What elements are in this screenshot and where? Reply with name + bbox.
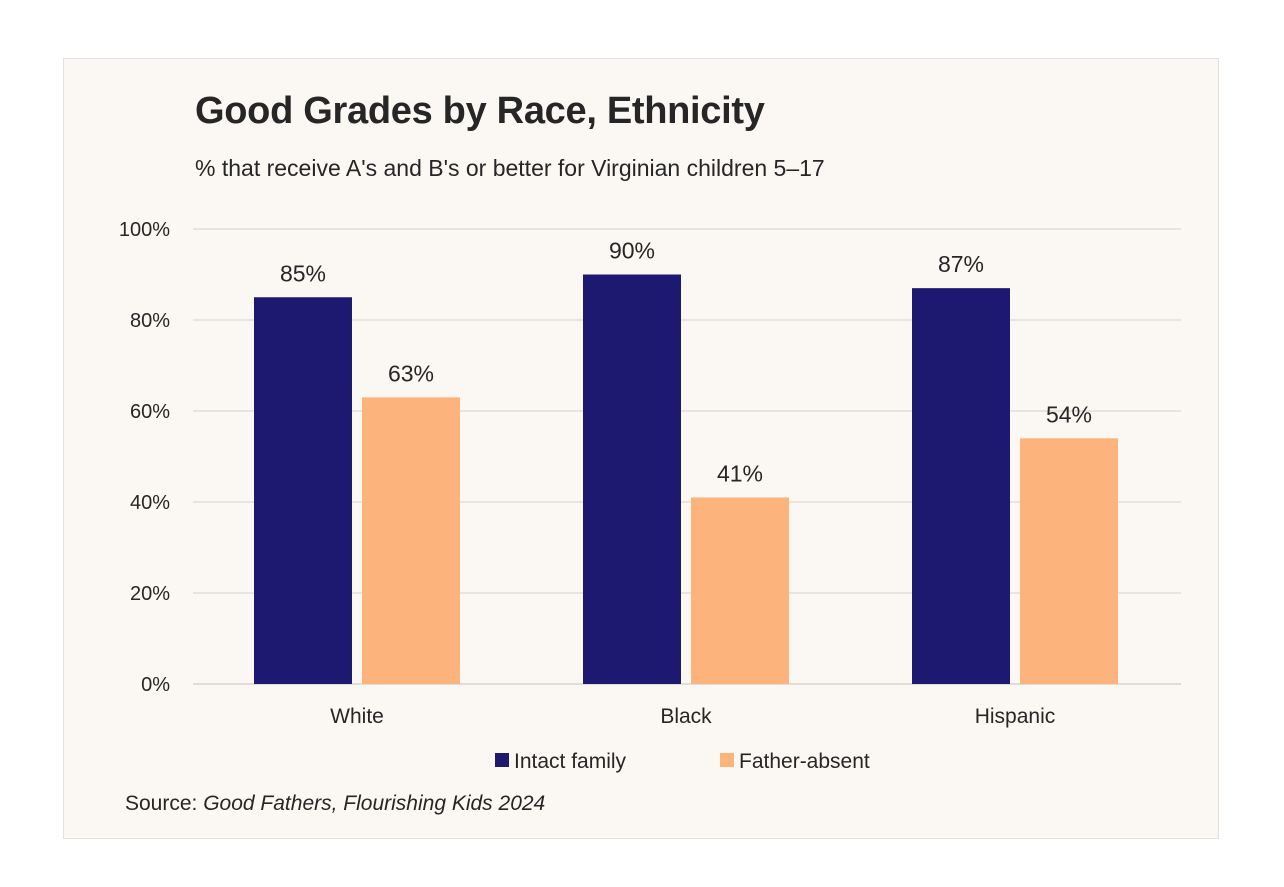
bar-intact-family-hispanic (912, 288, 1010, 684)
bar-intact-family-white (254, 297, 352, 684)
y-tick-label: 80% (130, 310, 170, 332)
y-tick-label: 60% (130, 401, 170, 423)
y-tick-label: 20% (130, 583, 170, 605)
x-tick-label: Black (660, 705, 712, 728)
bar-father-absent-black (691, 497, 789, 684)
legend-swatch-intact-family (495, 753, 509, 767)
x-tick-label: White (330, 705, 384, 728)
bar-father-absent-white (362, 397, 460, 684)
chart-title: Good Grades by Race, Ethnicity (195, 90, 765, 132)
x-tick-label: Hispanic (975, 705, 1056, 728)
y-tick-label: 100% (119, 219, 170, 241)
data-label: 54% (1046, 401, 1092, 427)
bar-father-absent-hispanic (1020, 438, 1118, 684)
y-tick-label: 0% (141, 674, 170, 696)
chart-subtitle: % that receive A's and B's or better for… (195, 155, 825, 181)
data-label: 41% (717, 460, 763, 486)
legend-label-father-absent: Father-absent (739, 750, 870, 773)
data-label: 85% (280, 260, 326, 286)
data-label: 90% (609, 238, 655, 264)
legend-swatch-father-absent (720, 753, 734, 767)
source-title: Good Fathers, Flourishing Kids 2024 (203, 792, 546, 815)
source-prefix: Source: (125, 792, 204, 815)
legend-label-intact-family: Intact family (514, 750, 627, 773)
data-label: 63% (388, 360, 434, 386)
bar-intact-family-black (583, 274, 681, 684)
source-note: Source: Good Fathers, Flourishing Kids 2… (125, 792, 545, 816)
data-label: 87% (938, 251, 984, 277)
y-tick-label: 40% (130, 492, 170, 514)
